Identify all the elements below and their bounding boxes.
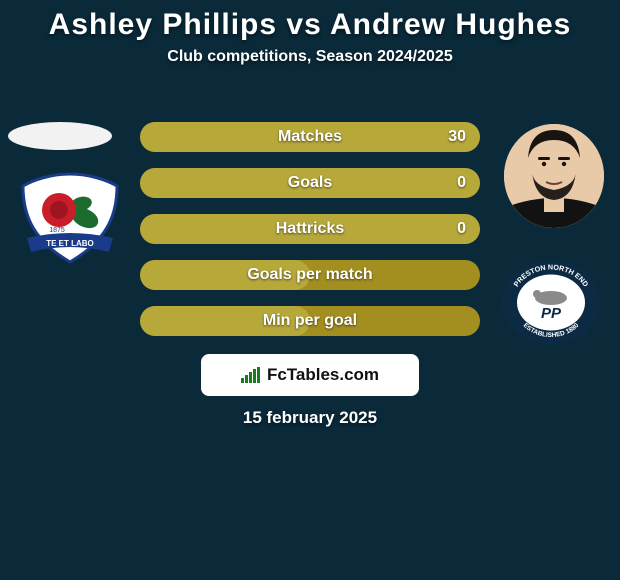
bar-value-right: 0 bbox=[457, 168, 466, 198]
bar-label: Matches bbox=[140, 122, 480, 152]
avatar-eye bbox=[542, 162, 546, 166]
left-club-crest: TE ET LABO 1875 bbox=[19, 170, 121, 265]
bar-label: Min per goal bbox=[140, 306, 480, 336]
left-player-avatar-placeholder bbox=[8, 122, 112, 150]
right-club-crest: PRESTON NORTH END ESTABLISHED 1880 PP bbox=[501, 260, 601, 345]
bar-row: Matches30 bbox=[140, 122, 480, 152]
avatar-brow bbox=[538, 157, 550, 160]
avatar-eye bbox=[562, 162, 566, 166]
avatar-svg bbox=[504, 124, 604, 228]
logo-bars-icon bbox=[241, 367, 261, 383]
comparison-bars: Matches30Goals0Hattricks0Goals per match… bbox=[140, 122, 480, 352]
crest-banner-text: TE ET LABO bbox=[46, 239, 94, 248]
bar-row: Goals0 bbox=[140, 168, 480, 198]
bar-row: Min per goal bbox=[140, 306, 480, 336]
bar-label: Goals bbox=[140, 168, 480, 198]
bar-value-right: 30 bbox=[448, 122, 466, 152]
bar-row: Goals per match bbox=[140, 260, 480, 290]
date-line: 15 february 2025 bbox=[0, 408, 620, 428]
crest-lamb-head bbox=[533, 290, 541, 298]
logo-text: FcTables.com bbox=[267, 365, 379, 385]
fctables-logo: FcTables.com bbox=[201, 354, 419, 396]
page-title: Ashley Phillips vs Andrew Hughes bbox=[0, 0, 620, 42]
right-player-avatar bbox=[504, 124, 604, 228]
bar-label: Hattricks bbox=[140, 214, 480, 244]
bar-value-right: 0 bbox=[457, 214, 466, 244]
crest-year: 1875 bbox=[49, 227, 65, 234]
crest-rose-inner bbox=[50, 201, 68, 219]
page-subtitle: Club competitions, Season 2024/2025 bbox=[0, 48, 620, 66]
bar-label: Goals per match bbox=[140, 260, 480, 290]
bar-row: Hattricks0 bbox=[140, 214, 480, 244]
avatar-brow bbox=[558, 157, 570, 160]
crest-pp: PP bbox=[541, 305, 562, 322]
